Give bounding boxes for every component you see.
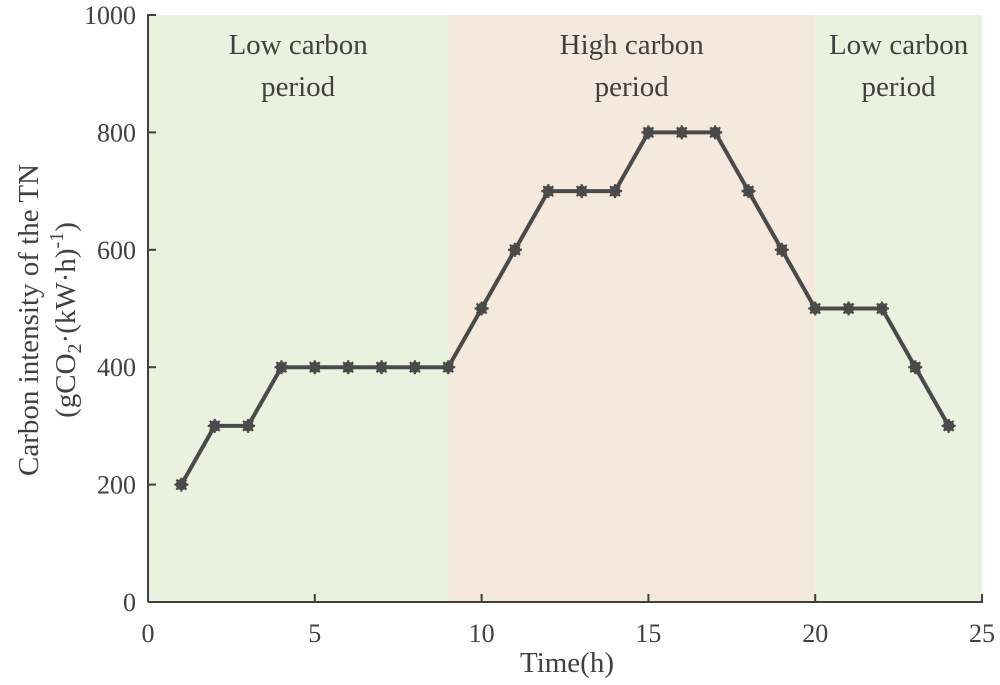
data-point bbox=[307, 360, 322, 375]
data-point-star bbox=[808, 301, 823, 316]
data-point-star bbox=[474, 301, 489, 316]
x-tick-label: 10 bbox=[469, 619, 495, 648]
data-point bbox=[507, 242, 522, 257]
data-point bbox=[241, 418, 256, 433]
data-point bbox=[874, 301, 889, 316]
axes bbox=[147, 14, 983, 603]
region-label-line: period bbox=[595, 71, 670, 103]
data-point-star bbox=[574, 184, 589, 199]
region-label-2: Low carbon period bbox=[829, 29, 969, 103]
data-point bbox=[708, 125, 723, 140]
x-tick-label: 20 bbox=[802, 619, 828, 648]
data-point-star bbox=[608, 184, 623, 199]
region-label-line: period bbox=[862, 71, 937, 103]
y-axis-title-line1: Carbon intensity of the TN bbox=[13, 164, 45, 476]
y-tick-label: 800 bbox=[97, 118, 136, 147]
data-point-star bbox=[174, 477, 189, 492]
data-point-star bbox=[441, 360, 456, 375]
data-point-star bbox=[941, 418, 956, 433]
data-point bbox=[441, 360, 456, 375]
x-tick-label: 5 bbox=[308, 619, 321, 648]
data-point-star bbox=[374, 360, 389, 375]
data-point bbox=[741, 184, 756, 199]
data-point-star bbox=[874, 301, 889, 316]
data-point bbox=[374, 360, 389, 375]
data-point bbox=[641, 125, 656, 140]
region-label-1: High carbon period bbox=[560, 29, 705, 103]
x-tick-label: 15 bbox=[635, 619, 661, 648]
y-tick-label: 0 bbox=[123, 588, 136, 617]
period-regions bbox=[148, 15, 982, 602]
data-point bbox=[774, 242, 789, 257]
series-layer bbox=[174, 125, 956, 492]
y-axis-title: Carbon intensity of the TN (gCO2·(kW·h)-… bbox=[13, 164, 86, 476]
data-point bbox=[841, 301, 856, 316]
x-axis-title: Time(h) bbox=[520, 647, 614, 679]
region-label-0: Low carbon period bbox=[228, 29, 368, 103]
region-label-line: Low carbon bbox=[829, 29, 969, 61]
data-point-star bbox=[274, 360, 289, 375]
y-tick-label: 1000 bbox=[84, 1, 136, 30]
data-point bbox=[174, 477, 189, 492]
y-tick-label: 400 bbox=[97, 353, 136, 382]
data-point-star bbox=[207, 418, 222, 433]
y-axis-title-line2: (gCO2·(kW·h)-1) bbox=[46, 222, 86, 418]
data-point bbox=[674, 125, 689, 140]
data-point-star bbox=[341, 360, 356, 375]
region-label-line: High carbon bbox=[560, 29, 705, 61]
data-point-star bbox=[674, 125, 689, 140]
data-point-star bbox=[541, 184, 556, 199]
data-point bbox=[541, 184, 556, 199]
data-point bbox=[574, 184, 589, 199]
data-point-star bbox=[507, 242, 522, 257]
data-point-star bbox=[908, 360, 923, 375]
data-point bbox=[941, 418, 956, 433]
data-point bbox=[207, 418, 222, 433]
data-point bbox=[274, 360, 289, 375]
data-point bbox=[474, 301, 489, 316]
data-point bbox=[808, 301, 823, 316]
data-point bbox=[341, 360, 356, 375]
x-tick-label: 25 bbox=[969, 619, 995, 648]
data-point-star bbox=[774, 242, 789, 257]
data-point-star bbox=[407, 360, 422, 375]
region-label-line: Low carbon bbox=[228, 29, 368, 61]
region-high-1 bbox=[448, 15, 816, 602]
data-point bbox=[608, 184, 623, 199]
y-tick-label: 600 bbox=[97, 236, 136, 265]
data-point-star bbox=[741, 184, 756, 199]
data-point-star bbox=[241, 418, 256, 433]
region-low-0 bbox=[148, 15, 449, 602]
y-tick-label: 200 bbox=[97, 471, 136, 500]
data-point bbox=[908, 360, 923, 375]
x-tick-label: 0 bbox=[142, 619, 155, 648]
data-point bbox=[407, 360, 422, 375]
tick-labels: 0 200 400 600 800 1000 0 5 10 15 20 25 bbox=[84, 1, 995, 648]
data-point-star bbox=[708, 125, 723, 140]
region-label-line: period bbox=[261, 71, 336, 103]
data-point-star bbox=[841, 301, 856, 316]
data-point-star bbox=[307, 360, 322, 375]
data-point-star bbox=[641, 125, 656, 140]
